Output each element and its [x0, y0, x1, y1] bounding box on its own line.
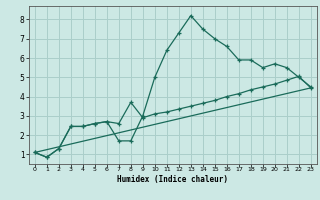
X-axis label: Humidex (Indice chaleur): Humidex (Indice chaleur)	[117, 175, 228, 184]
